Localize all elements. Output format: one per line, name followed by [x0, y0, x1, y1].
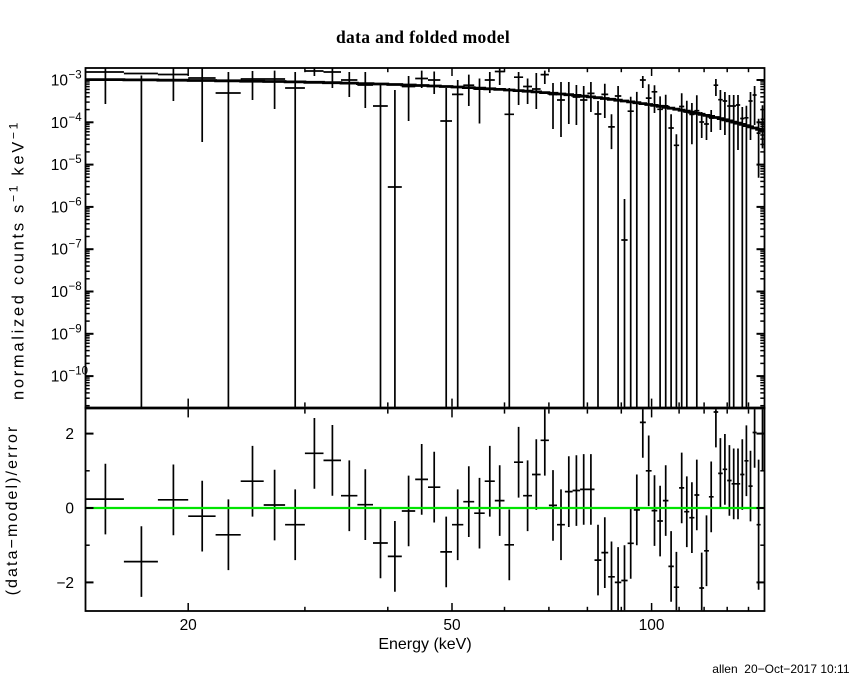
svg-text:100: 100	[639, 617, 665, 634]
svg-text:0: 0	[65, 501, 74, 518]
svg-text:50: 50	[443, 617, 461, 634]
svg-text:(data−model)/error: (data−model)/error	[4, 425, 21, 596]
svg-text:2: 2	[65, 426, 74, 443]
svg-text:−7: −7	[69, 239, 82, 251]
svg-text:−4: −4	[69, 112, 83, 124]
svg-text:10: 10	[51, 157, 69, 174]
svg-text:data and folded model: data and folded model	[336, 27, 510, 47]
svg-text:−2: −2	[56, 575, 74, 592]
svg-text:10: 10	[51, 284, 69, 301]
svg-text:−8: −8	[69, 281, 82, 293]
svg-text:−5: −5	[69, 154, 82, 166]
svg-text:10: 10	[51, 242, 69, 259]
svg-text:10: 10	[51, 115, 69, 132]
svg-text:10: 10	[51, 326, 69, 343]
svg-text:Energy (keV): Energy (keV)	[378, 636, 471, 653]
svg-text:−6: −6	[69, 196, 82, 208]
svg-text:−10: −10	[69, 366, 89, 378]
svg-text:10: 10	[51, 199, 69, 216]
svg-text:normalized counts s−1 keV−1: normalized counts s−1 keV−1	[7, 120, 28, 400]
svg-text:10: 10	[51, 369, 69, 386]
svg-text:−9: −9	[69, 323, 82, 335]
svg-text:−3: −3	[69, 70, 82, 82]
svg-text:20: 20	[180, 617, 198, 634]
svg-text:allen 20−Oct−2017 10:11: allen 20−Oct−2017 10:11	[712, 662, 850, 676]
svg-text:10: 10	[51, 73, 69, 90]
